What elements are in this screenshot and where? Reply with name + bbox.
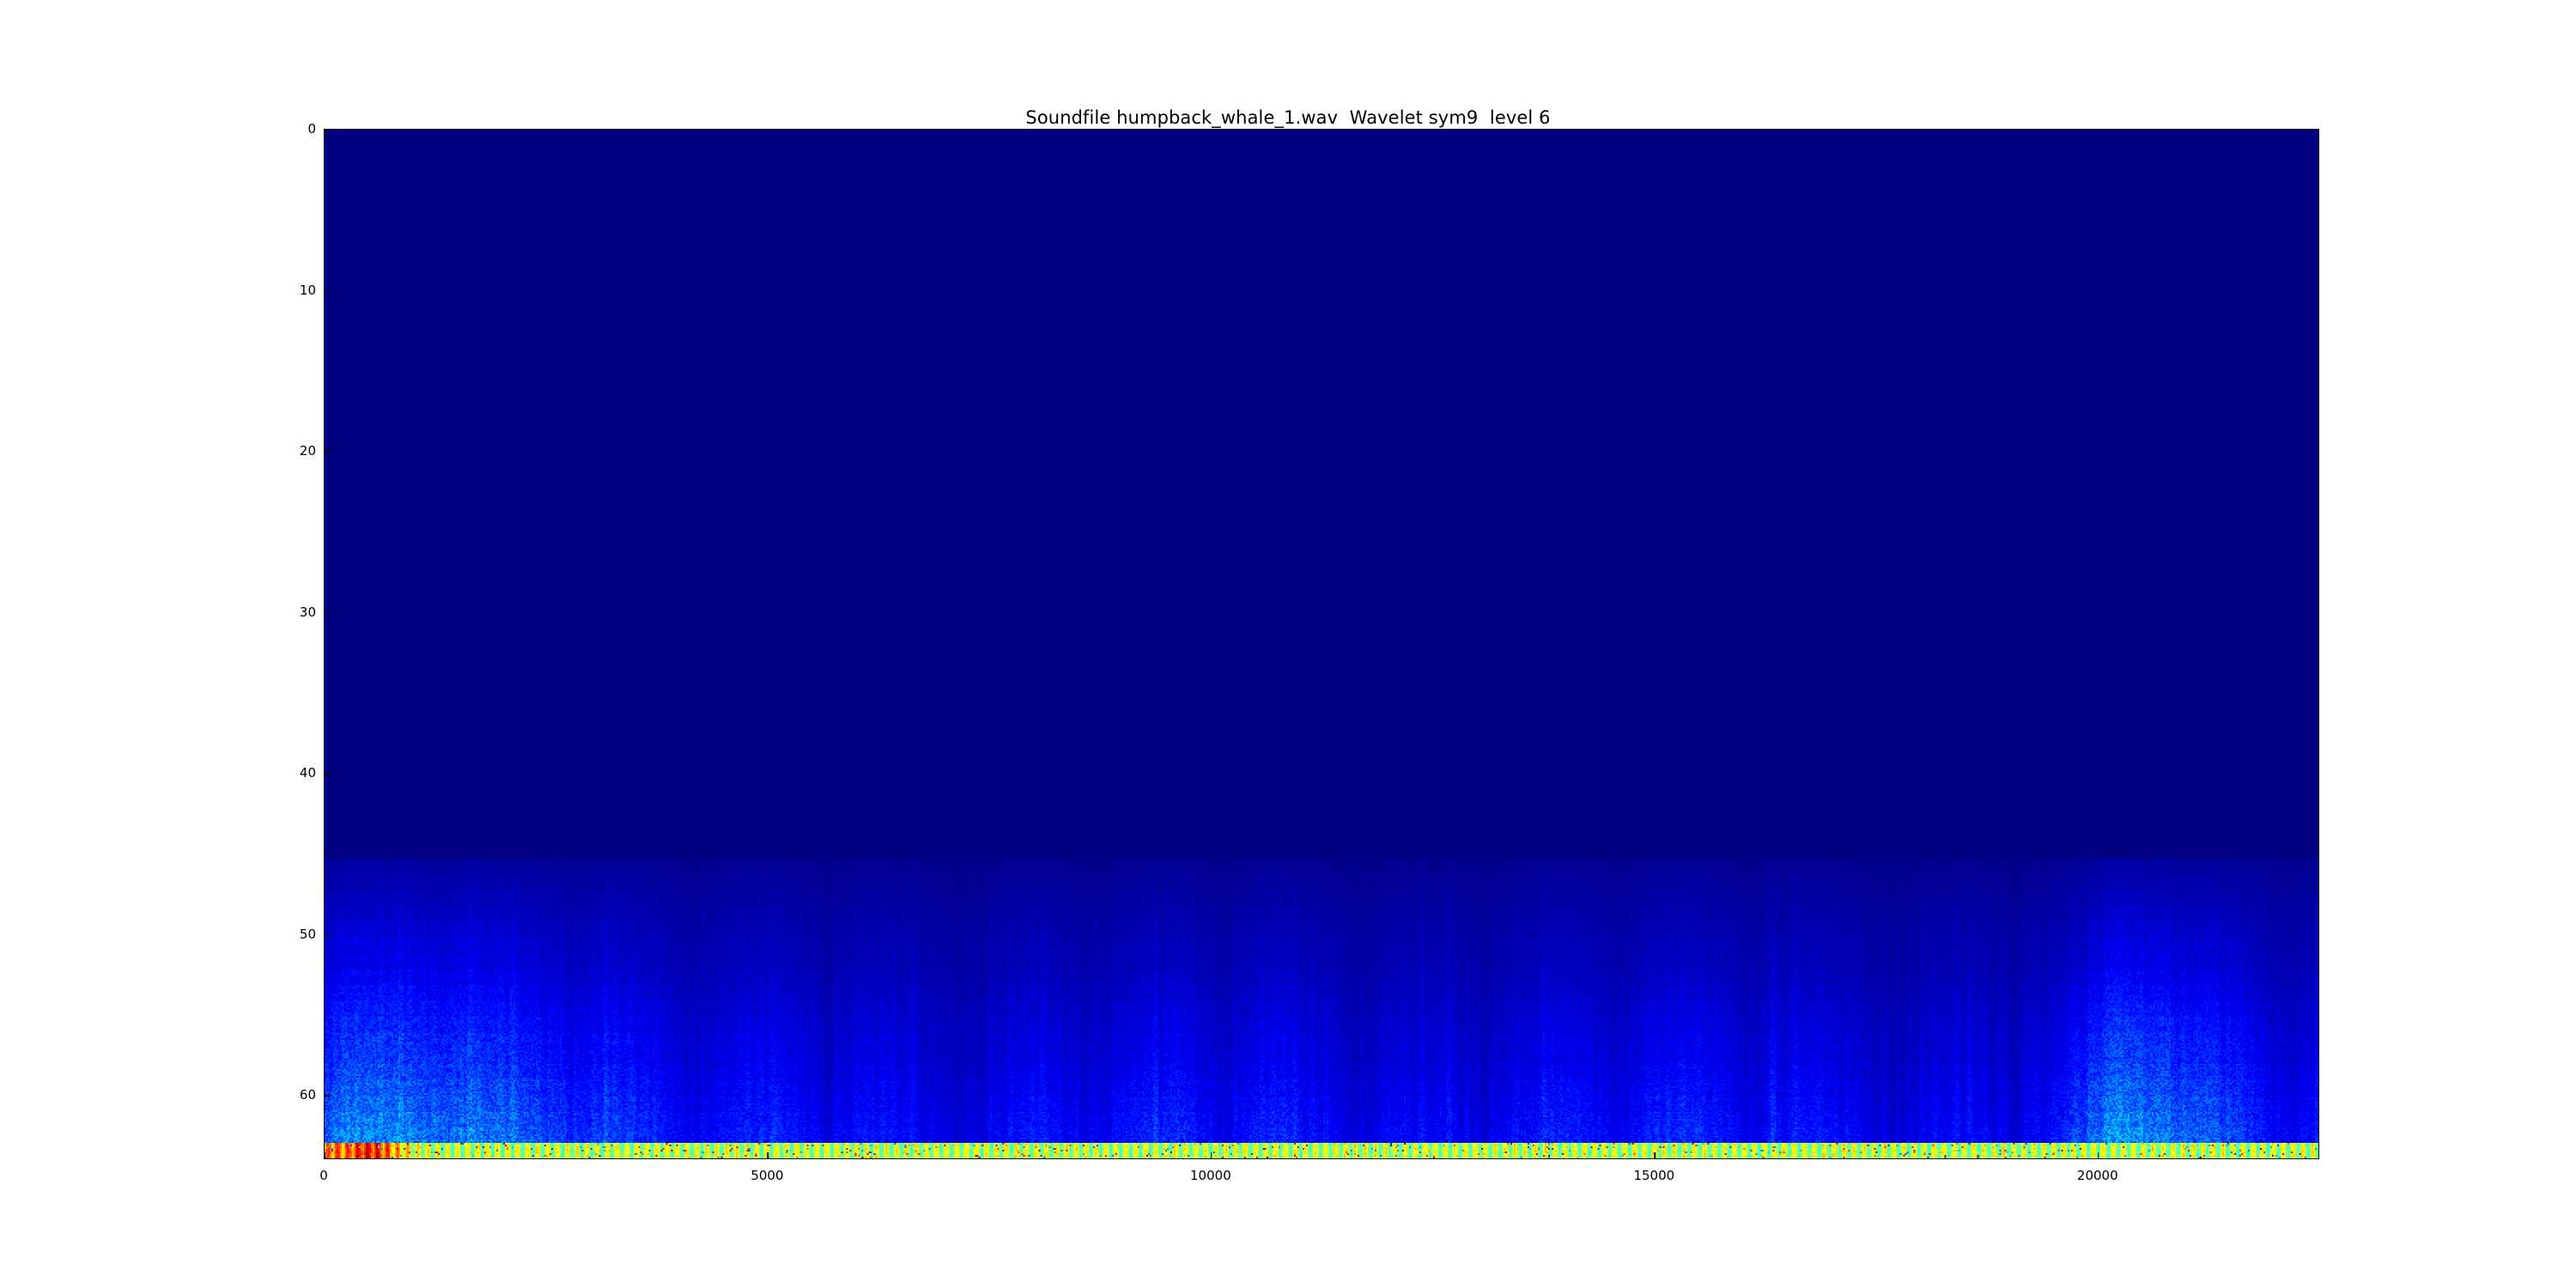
heatmap-axes — [324, 129, 2319, 1159]
y-axis-tick-mark — [325, 611, 331, 614]
y-axis-tick-mark — [325, 773, 331, 775]
y-axis-tick-label: 30 — [299, 604, 316, 620]
x-axis-tick-mark — [1654, 1152, 1656, 1158]
y-axis-tick-label: 50 — [299, 926, 316, 942]
wavelet-scalogram-heatmap — [325, 130, 2318, 1158]
x-axis-tick-mark — [767, 1152, 769, 1158]
x-axis-tick-mark — [1211, 1152, 1212, 1158]
x-axis-tick-label: 0 — [319, 1168, 328, 1183]
y-axis-tick-label: 40 — [299, 765, 316, 781]
y-axis-tick-mark — [325, 289, 331, 292]
page-title: Soundfile humpback_whale_1.wav Wavelet s… — [1025, 107, 1551, 128]
y-axis-tick-label: 10 — [299, 282, 316, 298]
y-axis-tick-mark — [325, 130, 331, 131]
x-axis-tick-label: 20000 — [2076, 1168, 2118, 1183]
y-axis-tick-mark — [325, 1095, 331, 1097]
y-axis-tick-label: 0 — [307, 121, 316, 137]
x-axis-tick-label: 5000 — [750, 1168, 784, 1183]
y-axis-tick-label: 20 — [299, 443, 316, 459]
x-axis-tick-label: 15000 — [1633, 1168, 1675, 1183]
x-axis-tick-mark — [2098, 1152, 2099, 1158]
y-axis-tick-label: 60 — [299, 1087, 316, 1103]
x-axis-tick-mark — [324, 1152, 325, 1158]
x-axis-tick-label: 10000 — [1190, 1168, 1231, 1183]
y-axis-tick-mark — [325, 451, 331, 453]
y-axis-tick-mark — [325, 933, 331, 936]
